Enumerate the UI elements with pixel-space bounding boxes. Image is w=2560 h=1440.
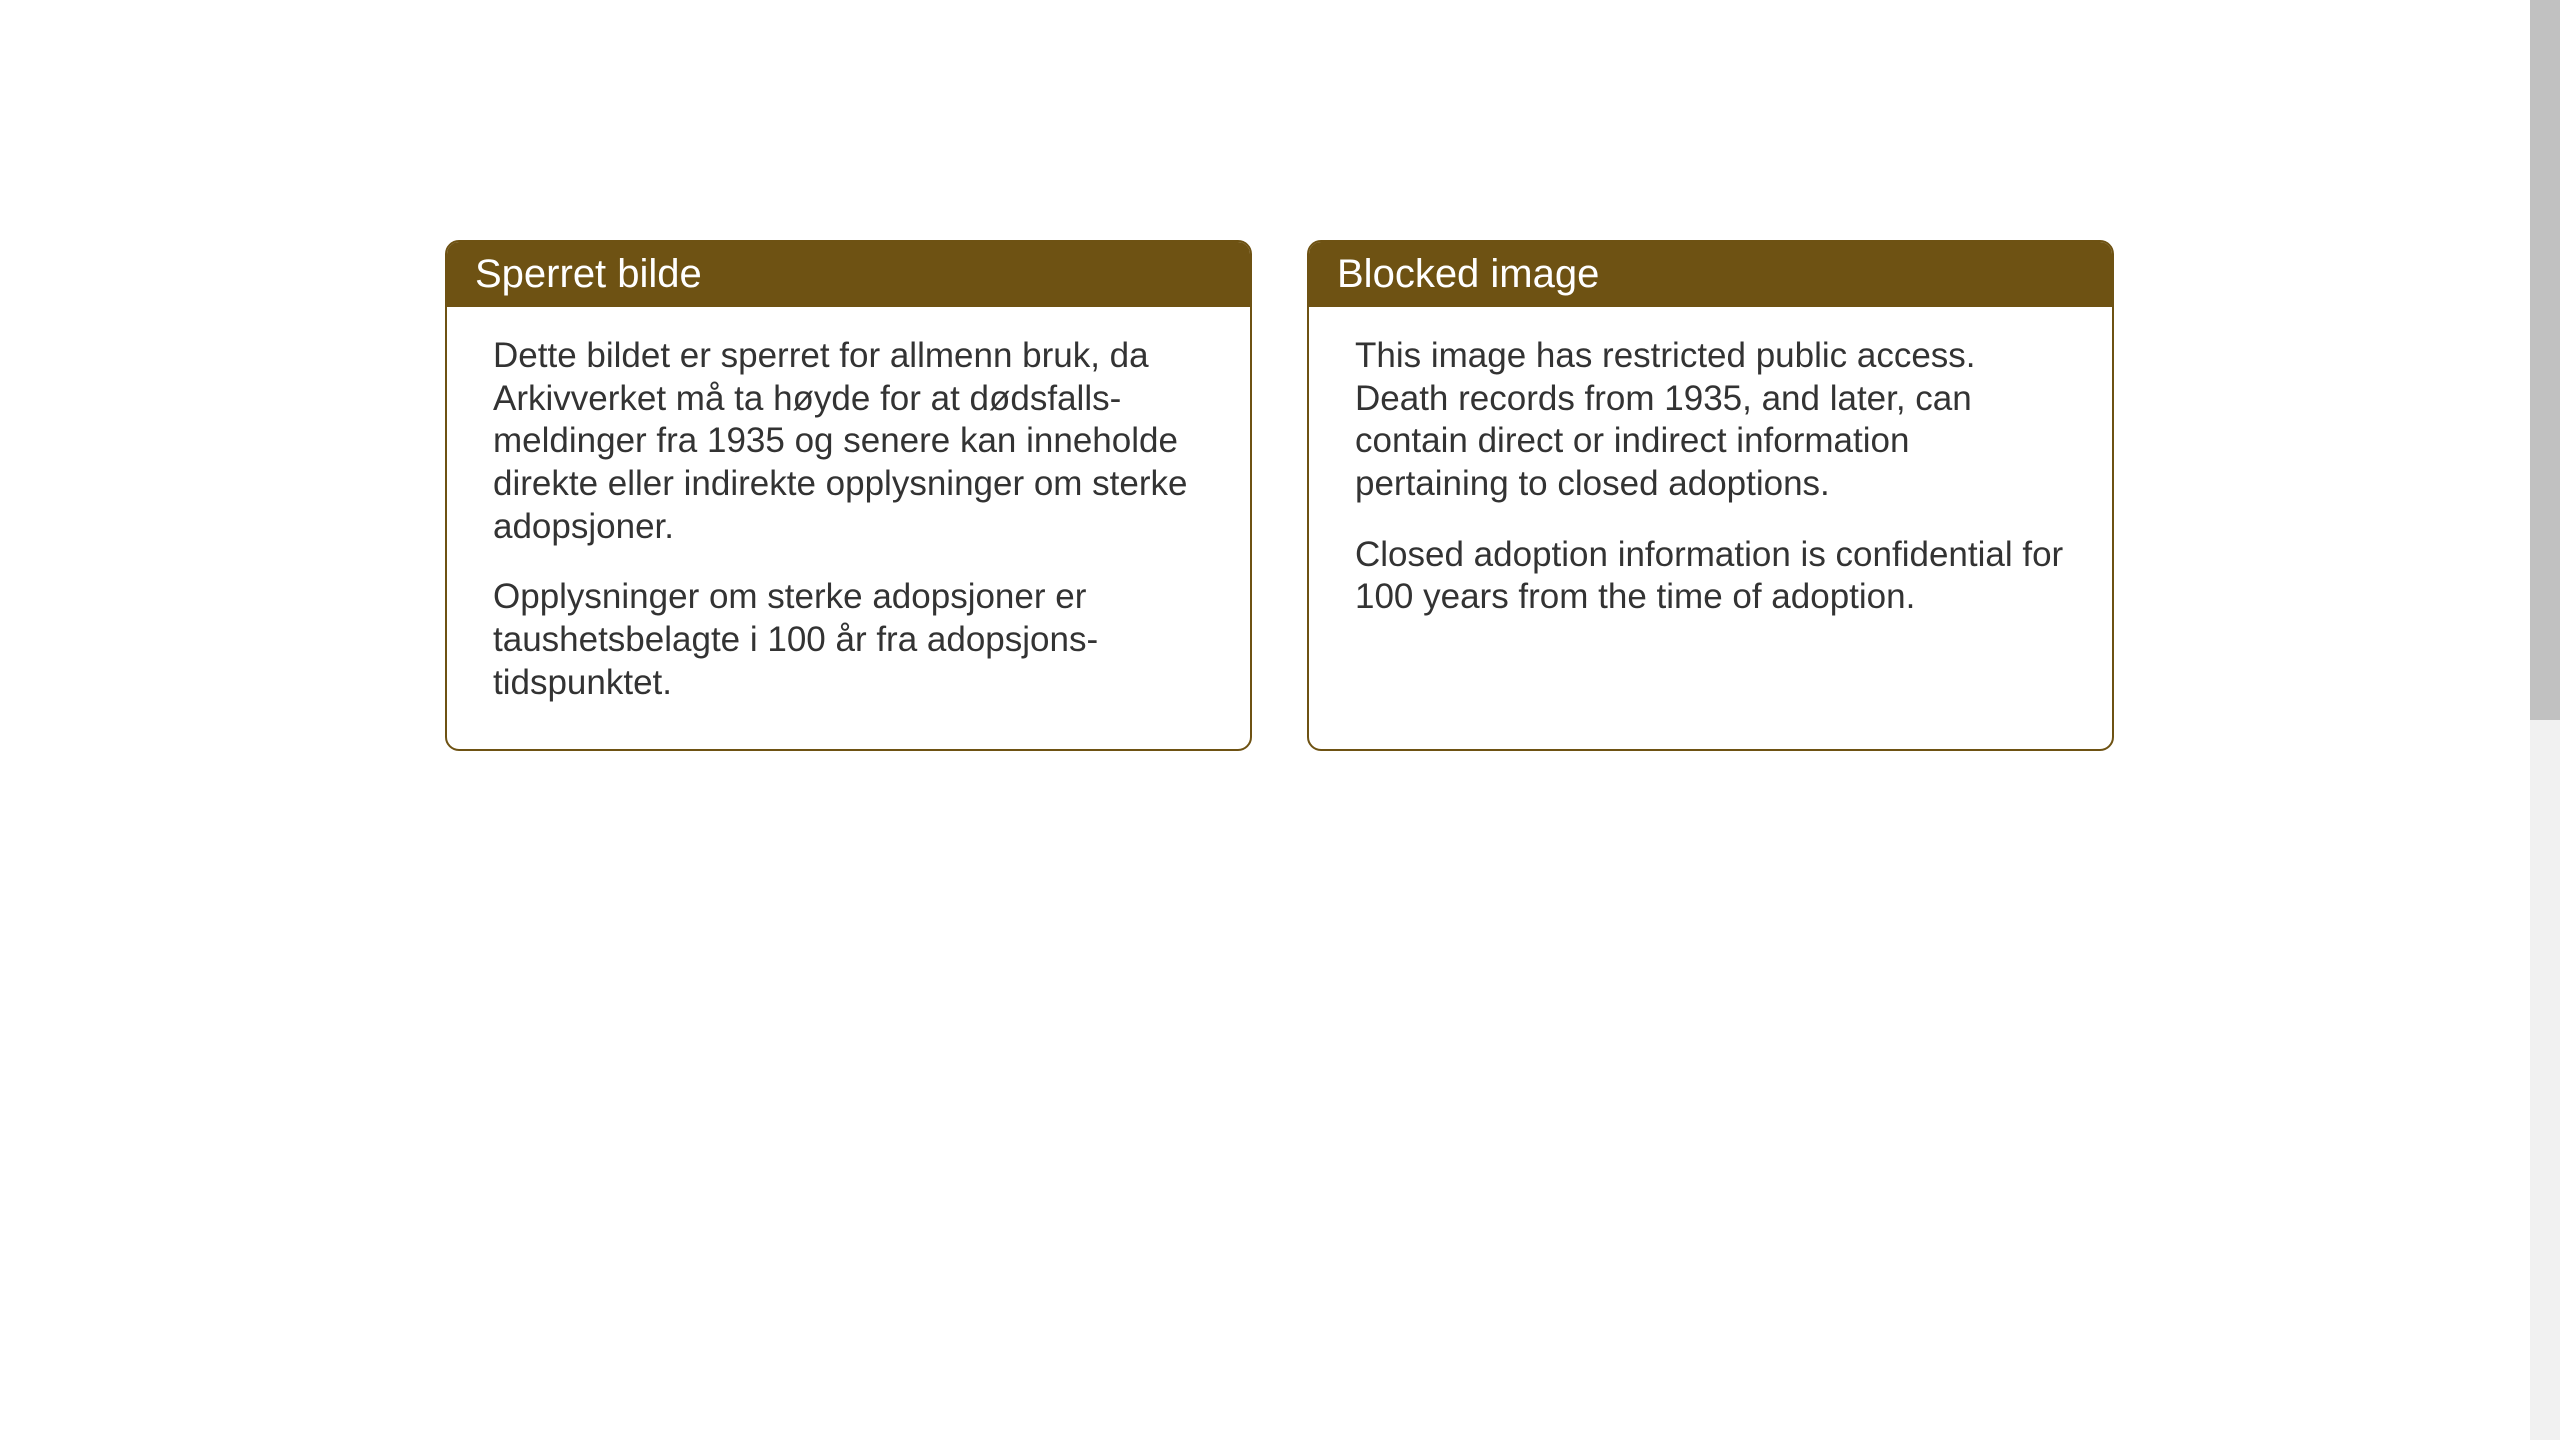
- english-card-body: This image has restricted public access.…: [1309, 307, 2112, 663]
- norwegian-notice-card: Sperret bilde Dette bildet er sperret fo…: [445, 240, 1252, 751]
- norwegian-card-body: Dette bildet er sperret for allmenn bruk…: [447, 307, 1250, 749]
- english-notice-card: Blocked image This image has restricted …: [1307, 240, 2114, 751]
- vertical-scrollbar-track[interactable]: [2530, 0, 2560, 1440]
- notice-cards-container: Sperret bilde Dette bildet er sperret fo…: [445, 240, 2114, 751]
- english-paragraph-1: This image has restricted public access.…: [1355, 335, 2066, 506]
- norwegian-paragraph-2: Opplysninger om sterke adopsjoner er tau…: [493, 576, 1204, 704]
- norwegian-paragraph-1: Dette bildet er sperret for allmenn bruk…: [493, 335, 1204, 548]
- english-paragraph-2: Closed adoption information is confident…: [1355, 534, 2066, 619]
- english-card-title: Blocked image: [1309, 242, 2112, 307]
- vertical-scrollbar-thumb[interactable]: [2530, 0, 2560, 720]
- norwegian-card-title: Sperret bilde: [447, 242, 1250, 307]
